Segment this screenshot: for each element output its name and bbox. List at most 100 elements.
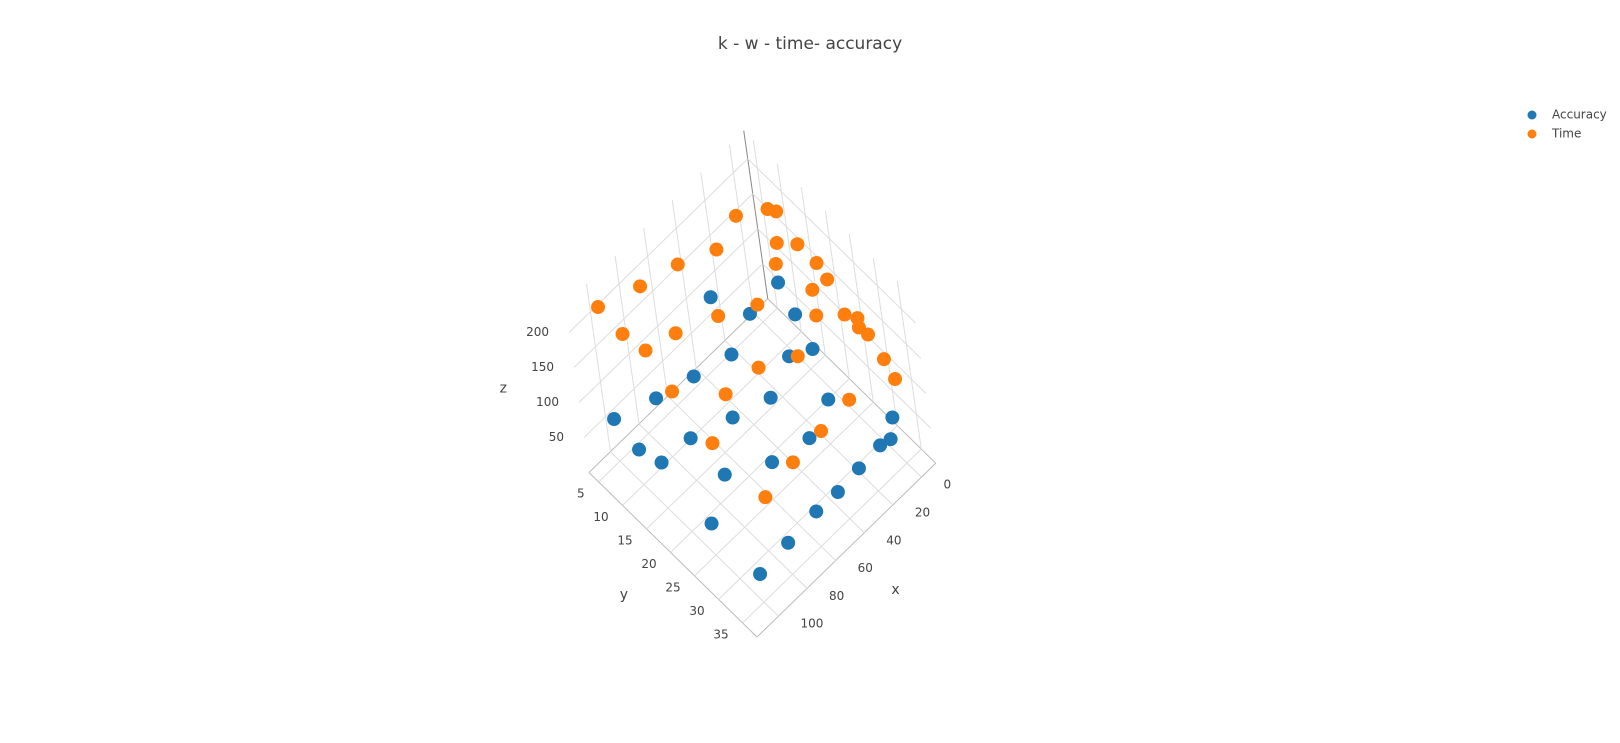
data-point xyxy=(802,431,817,446)
data-point xyxy=(883,432,898,447)
grid-line xyxy=(747,158,917,324)
axis-line xyxy=(588,298,769,473)
data-point xyxy=(728,208,743,223)
y-tick-label: 5 xyxy=(577,486,585,500)
data-point xyxy=(633,279,648,294)
data-point xyxy=(820,272,835,287)
data-point xyxy=(805,342,820,357)
grid-line xyxy=(824,210,850,379)
x-tick-label: 40 xyxy=(886,533,901,547)
grid-line xyxy=(670,378,850,553)
z-tick-label: 150 xyxy=(531,360,554,374)
grid-line xyxy=(583,263,764,438)
grid-line xyxy=(622,331,802,506)
data-point xyxy=(830,485,845,499)
grid-line xyxy=(573,193,754,368)
data-point xyxy=(851,461,866,476)
data-point xyxy=(809,308,824,323)
z-tick-label: 50 xyxy=(549,430,564,444)
legend-label: Time xyxy=(1551,127,1581,141)
grid-line xyxy=(610,451,779,617)
data-point xyxy=(809,504,824,519)
data-point xyxy=(724,347,739,362)
data-point xyxy=(670,257,685,272)
data-point xyxy=(771,275,786,290)
legend-swatch xyxy=(1527,129,1537,139)
data-point xyxy=(885,410,900,425)
data-point xyxy=(842,392,857,407)
data-point xyxy=(861,327,876,342)
data-point xyxy=(718,387,733,402)
data-point xyxy=(638,343,653,358)
grid-line xyxy=(578,228,759,403)
data-point xyxy=(769,235,784,250)
data-point xyxy=(668,326,683,341)
y-tick-label: 20 xyxy=(641,557,656,571)
y-tick-label: 10 xyxy=(593,510,608,524)
z-tick-label: 100 xyxy=(536,395,559,409)
data-point xyxy=(805,282,820,297)
data-point xyxy=(837,307,852,322)
z-axis-title: z xyxy=(500,381,507,397)
data-point xyxy=(703,290,718,305)
data-point xyxy=(632,442,647,457)
grid-line xyxy=(742,448,922,624)
x-tick-label: 0 xyxy=(943,478,951,492)
data-point xyxy=(781,535,796,550)
data-point xyxy=(821,392,836,407)
grid-line xyxy=(694,401,874,577)
axis-line xyxy=(767,298,937,464)
grid-line xyxy=(718,425,898,600)
data-point xyxy=(591,300,606,315)
data-point xyxy=(790,237,805,252)
grid-line xyxy=(646,354,826,530)
grid-line xyxy=(638,423,808,589)
data-point xyxy=(790,349,805,364)
y-tick-label: 25 xyxy=(665,580,680,594)
x-tick-label: 100 xyxy=(800,617,823,631)
data-point xyxy=(753,567,768,582)
axis-line xyxy=(588,472,758,638)
axis-line xyxy=(756,462,937,638)
grid-line xyxy=(800,187,826,356)
data-point xyxy=(876,352,891,367)
grid-line xyxy=(753,312,922,478)
z-tick-label: 200 xyxy=(526,325,549,339)
data-point xyxy=(686,369,701,384)
y-tick-label: 15 xyxy=(617,533,632,547)
grid-line xyxy=(667,395,836,561)
grid-line xyxy=(728,144,754,313)
x-tick-label: 80 xyxy=(829,589,844,603)
grid-line xyxy=(872,257,898,426)
data-point xyxy=(751,360,766,375)
grid xyxy=(568,130,937,638)
data-point xyxy=(704,516,719,531)
data-point xyxy=(873,438,888,453)
data-point xyxy=(814,424,829,439)
data-point xyxy=(665,384,680,399)
axis-labels: 0 20 40 60 80 100 5 10 15 20 25 30 35 50 100 150 200 x y z xyxy=(500,325,951,641)
data-point xyxy=(709,242,724,257)
x-tick-label: 60 xyxy=(858,561,873,575)
y-axis-title: y xyxy=(620,587,628,603)
data-point xyxy=(769,204,784,219)
data-point xyxy=(649,391,664,406)
markers xyxy=(591,202,903,582)
legend-label: Accuracy xyxy=(1552,108,1607,122)
grid-line xyxy=(598,307,778,483)
grid-line xyxy=(643,227,669,397)
data-point xyxy=(888,372,903,387)
data-point xyxy=(711,309,726,324)
data-point xyxy=(763,390,778,405)
grid-line xyxy=(671,200,697,369)
grid-line xyxy=(762,263,932,429)
data-point xyxy=(607,412,622,427)
data-point xyxy=(725,410,740,425)
y-tick-label: 30 xyxy=(689,604,704,618)
data-point xyxy=(850,311,865,326)
grid-line xyxy=(896,281,922,450)
legend-swatch xyxy=(1527,110,1537,120)
data-point xyxy=(717,467,732,482)
data-point xyxy=(768,256,783,271)
